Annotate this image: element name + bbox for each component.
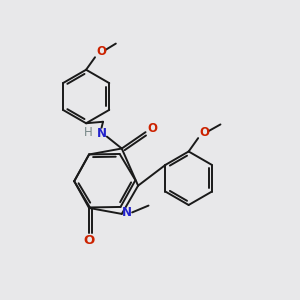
Text: O: O: [147, 122, 157, 135]
Text: H: H: [84, 126, 93, 139]
Text: N: N: [97, 127, 106, 140]
Text: O: O: [96, 45, 106, 58]
Text: N: N: [122, 206, 132, 219]
Text: O: O: [199, 126, 209, 139]
Text: O: O: [83, 234, 95, 247]
